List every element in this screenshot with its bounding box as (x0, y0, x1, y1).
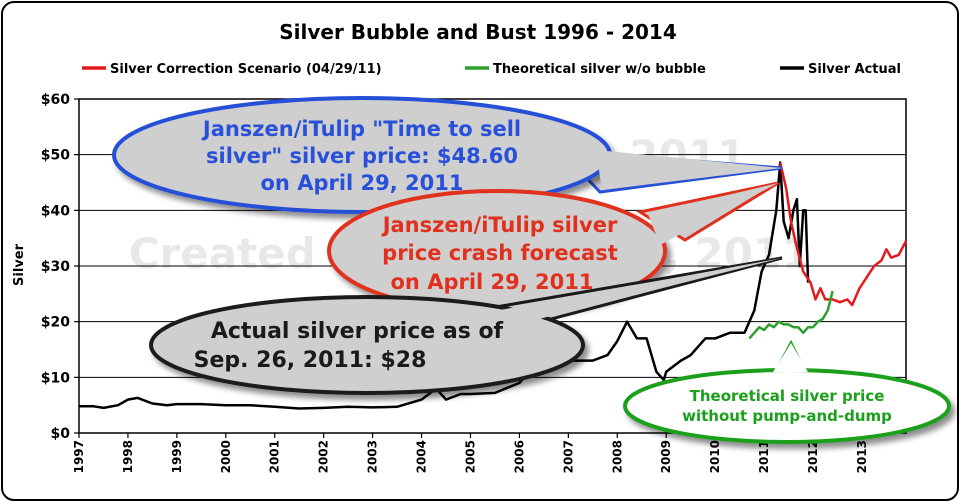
x-tick-label: 2004 (415, 440, 429, 473)
y-tick-label: $60 (41, 92, 70, 108)
x-tick-label: 1999 (170, 440, 184, 473)
callout-sell-line-2: silver" silver price: $48.60 (206, 144, 518, 168)
x-tick-label: 2010 (708, 440, 722, 473)
y-tick-label: $20 (41, 315, 70, 331)
callout-crash-line-3: on April 29, 2011 (391, 270, 594, 294)
y-tick-label: $10 (41, 370, 70, 386)
legend-label-actual: Silver Actual (808, 62, 901, 77)
callout-crash-line-1: Janszen/iTulip silver (381, 213, 618, 237)
legend-label-correction: Silver Correction Scenario (04/29/11) (110, 62, 382, 77)
y-axis-label: Silver (12, 243, 27, 286)
x-tick-label: 2002 (317, 440, 331, 473)
x-tick-label: 2005 (463, 440, 477, 473)
x-tick-label: 2008 (610, 440, 624, 473)
series-line-correction (778, 162, 908, 307)
y-tick-label: $30 (41, 259, 70, 275)
chart-title: Silver Bubble and Bust 1996 - 2014 (279, 20, 677, 44)
series-line-theoretical (748, 290, 834, 340)
axis-ticks: $0 $10 $20 $30 $40 $50 $60 1997 1998 1999 2000 2001… (41, 92, 869, 473)
callout-sell-line-3: on April 29, 2011 (261, 171, 464, 195)
y-tick-label: $50 (41, 148, 70, 164)
y-tick-label: $0 (51, 426, 71, 442)
callout-crash-line-2: price crash forecast (382, 241, 618, 265)
callout-sell: Janszen/iTulip "Time to sell silver" sil… (112, 96, 783, 214)
x-tick-label: 2000 (219, 440, 233, 473)
x-tick-label: 2009 (659, 440, 673, 473)
x-tick-label: 2003 (366, 440, 380, 473)
callout-theoretical-line-2: without pump-and-dump (682, 407, 892, 425)
x-tick-label: 2001 (268, 440, 282, 473)
x-tick-label: 2011 (757, 440, 771, 473)
callout-crash: Janszen/iTulip silver price crash foreca… (327, 181, 779, 313)
callout-sell-line-1: Janszen/iTulip "Time to sell (201, 117, 521, 141)
x-tick-label: 2006 (512, 440, 526, 473)
x-tick-label: 1998 (121, 440, 135, 473)
callout-actual: Actual silver price as of Sep. 26, 2011:… (149, 256, 783, 395)
callout-theoretical-line-1: Theoretical silver price (690, 387, 885, 405)
x-tick-label: 2007 (561, 440, 575, 473)
callout-theoretical: Theoretical silver price without pump-an… (623, 339, 951, 444)
callout-actual-line-2: Sep. 26, 2011: $28 (194, 348, 427, 373)
x-tick-label: 2012 (806, 440, 820, 473)
legend: Silver Correction Scenario (04/29/11) Th… (82, 62, 901, 77)
callout-theoretical-bubble (623, 368, 951, 444)
x-tick-label: 2013 (855, 440, 869, 473)
callout-actual-line-1: Actual silver price as of (211, 319, 504, 344)
legend-label-theoretical: Theoretical silver w/o bubble (493, 62, 706, 77)
y-tick-label: $40 (41, 203, 70, 219)
x-tick-label: 1997 (72, 440, 86, 473)
callout-actual-bubble (149, 295, 585, 395)
